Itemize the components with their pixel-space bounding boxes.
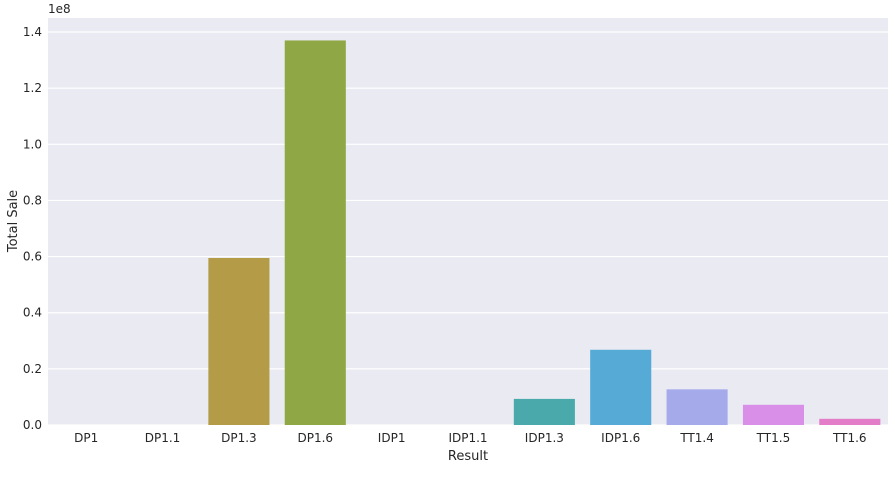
bar-tt1-4 xyxy=(666,389,728,425)
bar-dp1-3 xyxy=(208,257,270,425)
x-tick-label: DP1.3 xyxy=(221,431,257,445)
y-tick-label: 0.6 xyxy=(23,250,42,264)
x-tick-label: DP1.6 xyxy=(297,431,333,445)
x-tick-label: TT1.4 xyxy=(679,431,714,445)
y-tick-label: 0.8 xyxy=(23,193,42,207)
bar-idp1-3 xyxy=(513,398,575,425)
y-axis-label: Total Sale xyxy=(6,190,21,253)
x-tick-label: IDP1.1 xyxy=(448,431,487,445)
y-tick-label: 0.0 xyxy=(23,418,42,432)
x-tick-label: IDP1.6 xyxy=(601,431,640,445)
y-tick-labels: 0.0 0.2 0.4 0.6 0.8 1.0 1.2 1.4 xyxy=(23,25,42,432)
x-tick-label: IDP1 xyxy=(378,431,406,445)
y-offset-label: 1e8 xyxy=(48,2,71,16)
bars xyxy=(208,40,881,426)
y-tick-label: 1.0 xyxy=(23,137,42,151)
x-tick-label: IDP1.3 xyxy=(525,431,564,445)
bar-idp1-6 xyxy=(590,349,652,425)
bar-tt1-6 xyxy=(819,418,881,425)
x-tick-label: TT1.5 xyxy=(756,431,791,445)
y-tick-label: 0.4 xyxy=(23,306,42,320)
x-tick-label: DP1.1 xyxy=(145,431,181,445)
grid-lines xyxy=(48,31,888,426)
x-axis-label: Result xyxy=(448,449,488,464)
x-tick-label: DP1 xyxy=(74,431,98,445)
x-tick-label: TT1.6 xyxy=(832,431,867,445)
bar-tt1-5 xyxy=(742,404,804,425)
y-tick-label: 1.4 xyxy=(23,25,42,39)
bar-dp1-6 xyxy=(284,40,346,426)
y-tick-label: 0.2 xyxy=(23,362,42,376)
plot-background xyxy=(48,18,888,425)
y-tick-label: 1.2 xyxy=(23,81,42,95)
x-tick-labels: DP1 DP1.1 DP1.3 DP1.6 IDP1 IDP1.1 IDP1.3 IDP1.6… xyxy=(74,431,866,445)
